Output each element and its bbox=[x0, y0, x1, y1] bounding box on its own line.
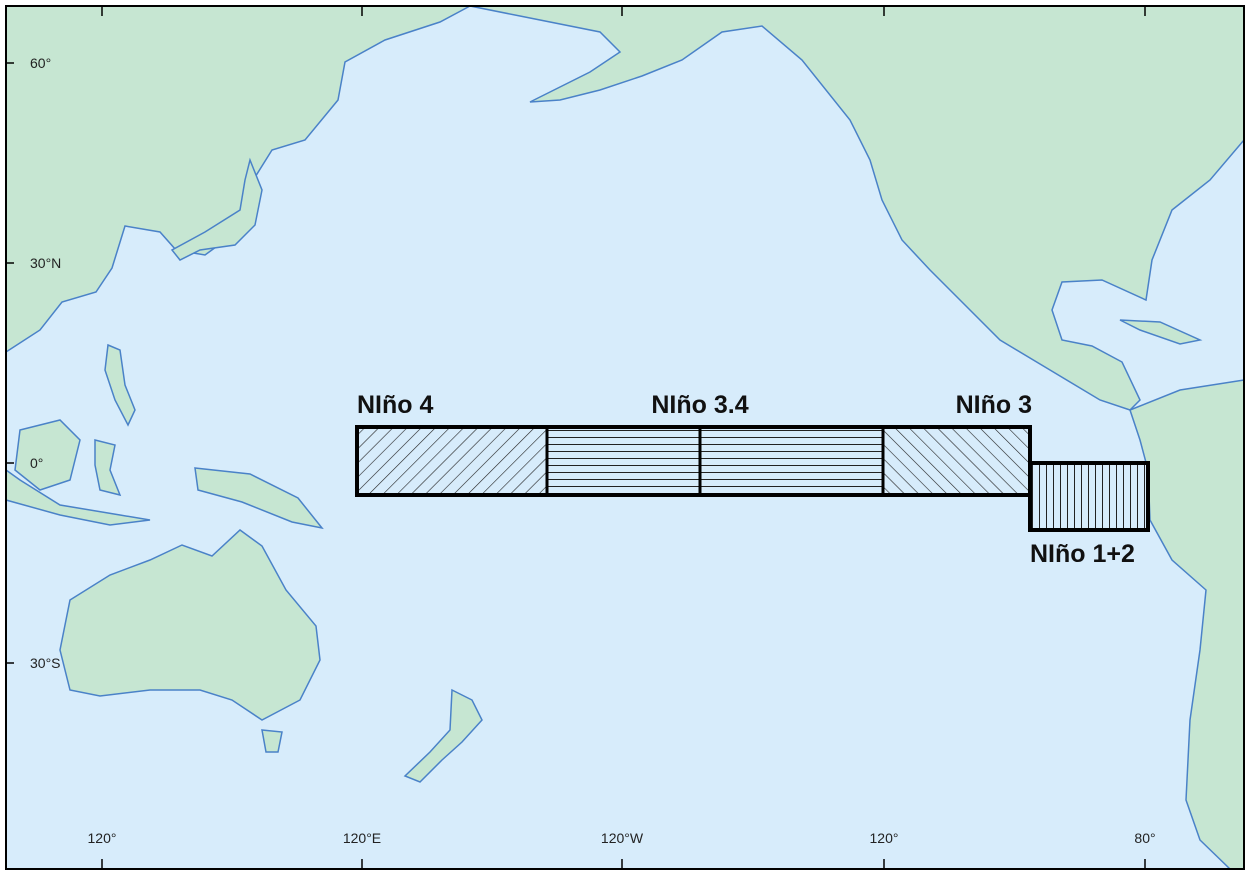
lat-label: 30°S bbox=[30, 655, 61, 671]
frame bbox=[5, 5, 1245, 870]
lon-label: 120°E bbox=[343, 830, 381, 846]
cuba bbox=[1119, 319, 1203, 345]
nino4-hatch bbox=[357, 427, 547, 495]
new-guinea bbox=[194, 467, 324, 530]
region-label: NIño 1+2 bbox=[1030, 540, 1135, 568]
nino3-hatch bbox=[883, 427, 1030, 495]
lon-label: 120° bbox=[870, 830, 899, 846]
region-label: NIño 3 bbox=[956, 391, 1032, 419]
tasmania bbox=[261, 729, 283, 753]
lon-label: 120° bbox=[88, 830, 117, 846]
sumatra bbox=[5, 468, 151, 526]
north-america bbox=[469, 5, 1245, 411]
japan bbox=[170, 157, 263, 261]
lon-label: 80° bbox=[1134, 830, 1155, 846]
lat-label: 30°N bbox=[30, 255, 61, 271]
lat-label: 0° bbox=[30, 455, 43, 471]
ticks bbox=[6, 6, 1146, 869]
lon-label: 120°W bbox=[601, 830, 644, 846]
new-zealand bbox=[403, 688, 483, 783]
borneo bbox=[14, 419, 81, 491]
region-label: NIño 4 bbox=[357, 391, 433, 419]
region-box bbox=[1028, 461, 1150, 532]
lat-label: 60° bbox=[30, 55, 51, 71]
nino34-hatch bbox=[547, 427, 883, 495]
region-label: NIño 3.4 bbox=[651, 391, 748, 419]
australia bbox=[59, 529, 321, 721]
nino12-hatch bbox=[1030, 463, 1148, 530]
sulawesi bbox=[94, 439, 122, 497]
philippines bbox=[104, 343, 136, 427]
